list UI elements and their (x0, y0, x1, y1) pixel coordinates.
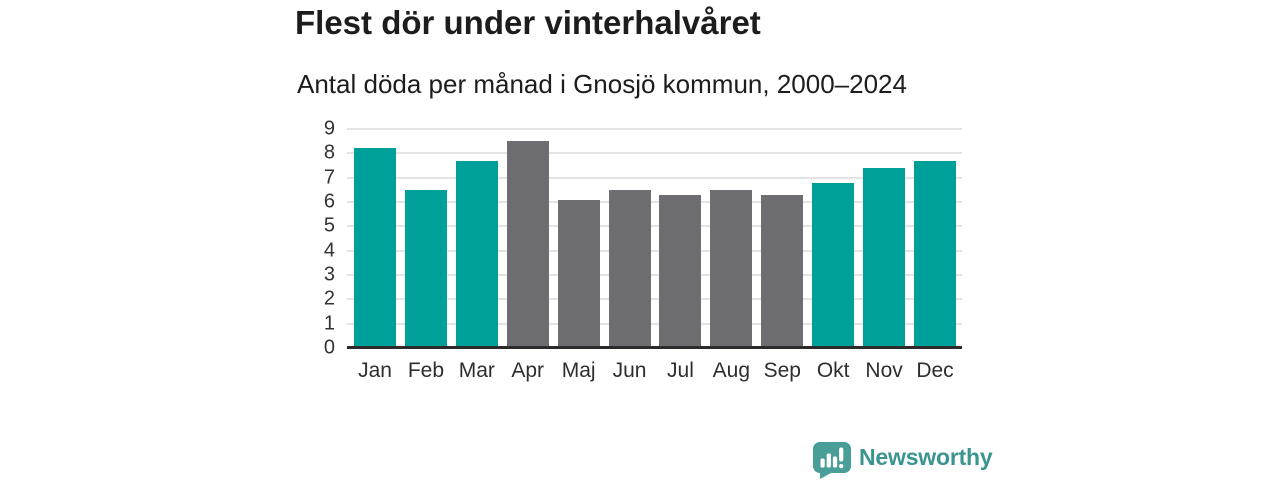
bar-sep (761, 194, 804, 348)
y-tick-label-3: 3 (323, 263, 335, 286)
chart-title: Flest dör under vinterhalvåret (295, 4, 761, 41)
x-tick-label-jul: Jul (667, 359, 694, 382)
x-tick-label-jun: Jun (612, 359, 647, 382)
bar-jan (354, 148, 396, 348)
x-tick-label-maj: Maj (561, 359, 596, 382)
gridline-1 (347, 322, 962, 325)
bar-mar (455, 160, 498, 348)
bar-maj (557, 199, 600, 348)
x-tick-label-aug: Aug (712, 359, 751, 382)
bar-okt (812, 182, 855, 348)
chart-subtitle: Antal döda per månad i Gnosjö kommun, 20… (297, 69, 907, 99)
y-tick-label-7: 7 (323, 166, 335, 189)
newsworthy-logo: Newsworthy (812, 441, 993, 479)
bar-dec (913, 160, 956, 348)
bar-nov (863, 167, 906, 348)
x-tick-label-mar: Mar (458, 359, 495, 382)
gridline-8 (347, 152, 962, 155)
x-tick-label-sep: Sep (763, 359, 801, 382)
bar-aug (710, 189, 753, 348)
y-tick-label-5: 5 (323, 214, 335, 237)
x-tick-label-okt: Okt (816, 359, 850, 382)
bar-feb (404, 189, 447, 348)
y-tick-label-9: 9 (323, 117, 335, 140)
y-tick-label-4: 4 (323, 239, 335, 262)
bar-jul (659, 194, 702, 348)
x-tick-label-dec: Dec (916, 359, 954, 382)
bar-jun (608, 189, 651, 348)
newsworthy-speech-bubble-bar-chart-icon (813, 442, 851, 479)
plot-area (347, 128, 962, 349)
y-tick-label-1: 1 (323, 312, 335, 335)
bar-apr (506, 141, 549, 348)
x-tick-label-jan: Jan (358, 359, 392, 382)
x-tick-label-nov: Nov (865, 359, 903, 382)
x-axis-line (347, 346, 962, 349)
gridline-5 (347, 225, 962, 228)
gridline-4 (347, 249, 962, 252)
gridline-3 (347, 274, 962, 276)
x-tick-label-apr: Apr (511, 359, 545, 382)
gridline-7 (347, 176, 962, 179)
y-tick-label-2: 2 (323, 287, 335, 310)
y-tick-label-8: 8 (323, 141, 335, 164)
x-tick-label-feb: Feb (407, 359, 444, 382)
y-tick-label-0: 0 (323, 336, 335, 359)
y-tick-label-6: 6 (323, 190, 335, 213)
gridline-2 (347, 298, 962, 301)
gridline-6 (347, 201, 962, 203)
newsworthy-wordmark: Newsworthy (859, 444, 993, 470)
gridline-9 (347, 128, 962, 130)
bar-series (347, 129, 962, 348)
